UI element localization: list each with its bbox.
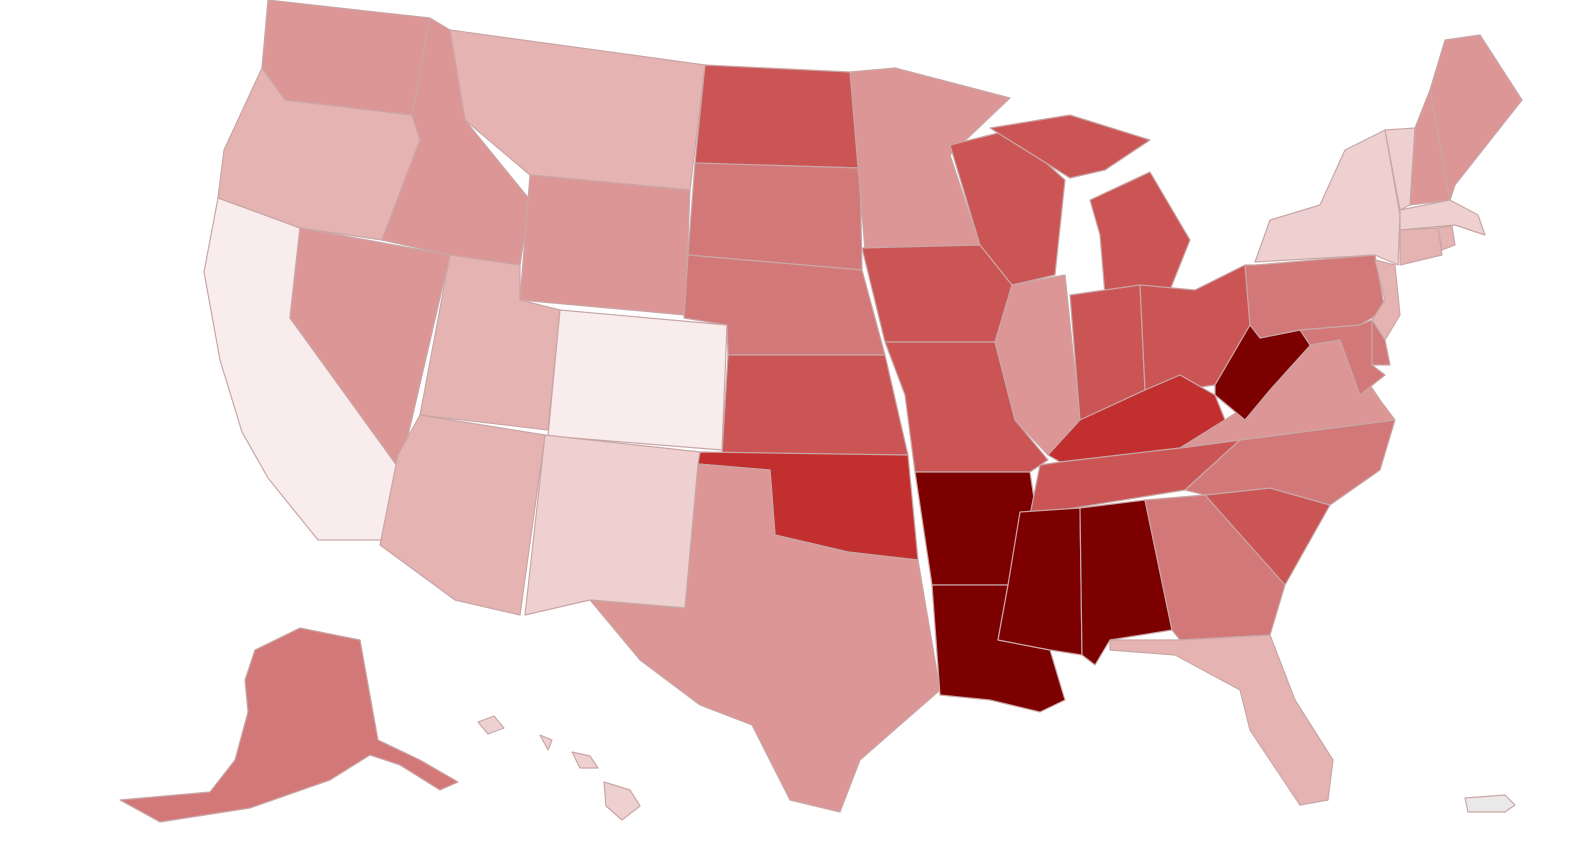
state-iowa[interactable] (861, 244, 1013, 343)
state-maryland[interactable] (1299, 319, 1386, 396)
state-north-dakota[interactable] (694, 64, 861, 169)
state-alaska[interactable] (119, 627, 459, 823)
state-wyoming[interactable] (519, 174, 691, 316)
state-arizona[interactable] (379, 414, 546, 616)
state-connecticut[interactable] (1399, 227, 1443, 266)
territory-puerto-rico[interactable] (1464, 794, 1516, 813)
state-hawaii[interactable] (477, 715, 641, 821)
state-south-dakota[interactable] (687, 162, 863, 271)
state-new-mexico[interactable] (524, 434, 701, 616)
state-colorado[interactable] (547, 309, 728, 451)
state-texas[interactable] (589, 463, 941, 813)
state-new-york[interactable] (1254, 129, 1401, 266)
state-rhode-island[interactable] (1437, 225, 1456, 251)
state-washington[interactable] (261, 0, 431, 116)
state-florida[interactable] (1109, 634, 1334, 806)
state-kansas[interactable] (721, 354, 909, 456)
